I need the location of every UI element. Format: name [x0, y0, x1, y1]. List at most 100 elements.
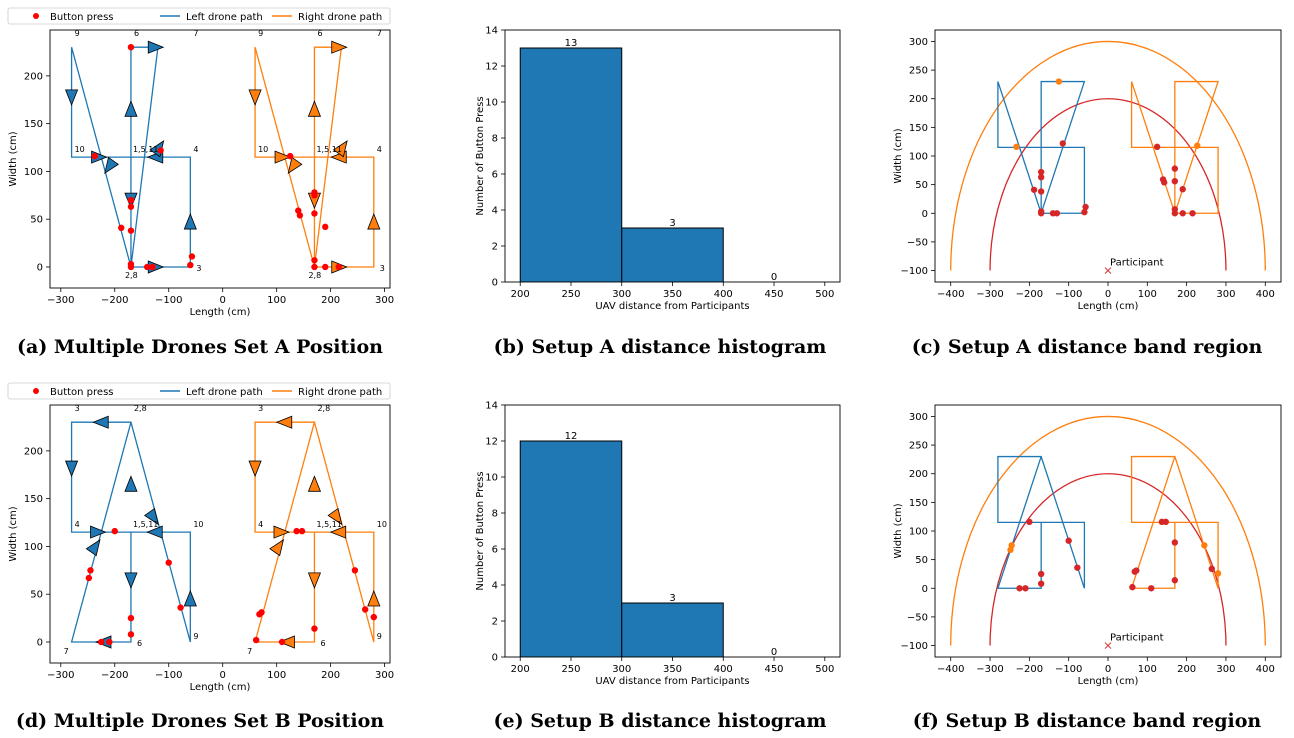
- panel-c: −400 −300 −200 −100 0 100 200 300 400 −100 −50 0 50 1…: [880, 0, 1294, 320]
- y-axis-label: Width (cm): [8, 506, 19, 561]
- x-axis-label: UAV distance from Participants: [595, 301, 749, 312]
- direction-arrow: [90, 526, 105, 538]
- button-press-inner-point: [1060, 140, 1066, 146]
- y-tick-label: 0: [492, 278, 498, 289]
- x-tick-label: 250: [561, 664, 580, 675]
- y-tick-label: 50: [915, 180, 928, 191]
- button-press-point: [166, 559, 172, 565]
- drone-path-line: [1132, 457, 1219, 589]
- button-press-point: [336, 264, 342, 270]
- x-tick-label: 300: [612, 664, 631, 675]
- x-tick-label: 200: [321, 295, 340, 306]
- direction-arrow: [184, 591, 196, 606]
- waypoint-label: 9: [377, 632, 382, 641]
- button-press-point: [112, 528, 118, 534]
- button-press-point: [128, 264, 134, 270]
- x-tick-label: 500: [815, 664, 834, 675]
- legend-label: Left drone path: [186, 12, 263, 23]
- y-tick-label: 200: [909, 94, 928, 105]
- waypoint-label: 4: [377, 145, 382, 154]
- x-tick-label: 300: [1216, 289, 1235, 300]
- drone-path-line: [255, 47, 374, 267]
- y-tick-label: 0: [922, 584, 928, 595]
- x-tick-label: −300: [976, 289, 1003, 300]
- button-press-point: [352, 567, 358, 573]
- legend-press-marker: [33, 388, 39, 394]
- y-tick-label: 150: [24, 119, 43, 130]
- caption-c: (c) Setup A distance band region: [880, 336, 1294, 358]
- arrow-head: [270, 536, 288, 555]
- button-press-point: [371, 614, 377, 620]
- direction-arrow: [277, 416, 292, 428]
- plot-area: [66, 416, 380, 648]
- button-press-inner-point: [1172, 539, 1178, 545]
- arrow-head: [86, 536, 104, 555]
- chart-b-svg: 200 250 300 350 400 450 500 0 2 4 6 8 10 12 14 UAV dist…: [440, 0, 860, 320]
- button-press-point: [128, 197, 134, 203]
- y-tick-label: 4: [492, 206, 498, 217]
- chart-f-svg: −400 −300 −200 −100 0 100 200 300 400−100−500501…: [880, 375, 1294, 695]
- plot-area: [66, 41, 380, 273]
- waypoint-label: 6: [320, 639, 325, 648]
- waypoint-label: 2,8: [125, 271, 138, 280]
- x-tick-label: −100: [155, 670, 182, 681]
- x-tick-label: −100: [1055, 289, 1082, 300]
- arrow-head: [332, 41, 347, 53]
- distance-band-circle: [990, 474, 1226, 646]
- waypoint-label: 2,8: [317, 404, 330, 413]
- x-tick-label: −200: [1016, 664, 1043, 675]
- button-press-point: [128, 631, 134, 637]
- direction-arrow: [93, 416, 108, 428]
- panel-e: 200 250 300 350 400 450 500 0 2 4 6 8 10 12 14 UAV dist…: [440, 375, 860, 695]
- direction-arrow: [125, 101, 137, 116]
- caption-b: (b) Setup A distance histogram: [450, 336, 870, 358]
- y-tick-label: 200: [24, 71, 43, 82]
- participant-label: Participant: [1110, 258, 1164, 269]
- bar-value-label: 3: [669, 593, 675, 604]
- x-tick-label: 100: [267, 670, 286, 681]
- waypoint-label: 3: [196, 264, 201, 273]
- y-tick-label: 12: [485, 62, 498, 73]
- y-tick-label: 100: [909, 527, 928, 538]
- direction-arrow: [332, 41, 347, 53]
- arrow-head: [368, 214, 380, 229]
- button-press-inner-point: [1161, 179, 1167, 185]
- y-tick-label: 50: [30, 215, 43, 226]
- legend-label: Button press: [50, 387, 114, 398]
- direction-arrow: [148, 41, 163, 53]
- button-press-point: [311, 257, 317, 263]
- direction-arrow: [125, 476, 137, 491]
- y-tick-label: 10: [485, 473, 498, 484]
- panel-a: −300 −200 −100 0 100 200 300 0 50 100 150 200 Length…: [0, 0, 400, 320]
- x-tick-label: −200: [101, 295, 128, 306]
- button-press-point: [322, 224, 328, 230]
- y-tick-label: 2: [492, 242, 498, 253]
- y-tick-label: 14: [485, 26, 498, 37]
- x-tick-label: 100: [267, 295, 286, 306]
- button-press-inner-point: [1074, 564, 1080, 570]
- panel-d: −300 −200 −100 0 100 200 300 0 50 100 150 200 Length…: [0, 375, 400, 695]
- y-axis-label: Width (cm): [893, 503, 904, 558]
- button-press-inner-point: [1054, 210, 1060, 216]
- arrow-head: [308, 573, 320, 588]
- panel-f: −400 −300 −200 −100 0 100 200 300 400 −100 −50 0 50 1…: [880, 375, 1294, 695]
- button-press-point: [92, 153, 98, 159]
- x-tick-label: 300: [375, 670, 394, 681]
- y-tick-label: 0: [37, 262, 43, 273]
- y-tick-label: 10: [485, 98, 498, 109]
- x-tick-label: 200: [1177, 664, 1196, 675]
- button-press-inner-point: [1172, 577, 1178, 583]
- y-tick-label: 150: [909, 498, 928, 509]
- chart-a-svg: −300 −200 −100 0 100 200 300 0 50 100 150 200 Length…: [0, 0, 400, 320]
- button-press-point: [86, 575, 92, 581]
- waypoint-label: 7: [247, 647, 252, 656]
- direction-arrow: [274, 526, 289, 538]
- button-press-point: [106, 639, 112, 645]
- y-tick-label: 100: [24, 542, 43, 553]
- button-press-point: [311, 210, 317, 216]
- arrow-head: [274, 526, 289, 538]
- x-tick-label: −400: [937, 289, 964, 300]
- x-tick-label: 200: [1177, 289, 1196, 300]
- y-tick-label: 6: [492, 545, 498, 556]
- button-press-inner-point: [1209, 566, 1215, 572]
